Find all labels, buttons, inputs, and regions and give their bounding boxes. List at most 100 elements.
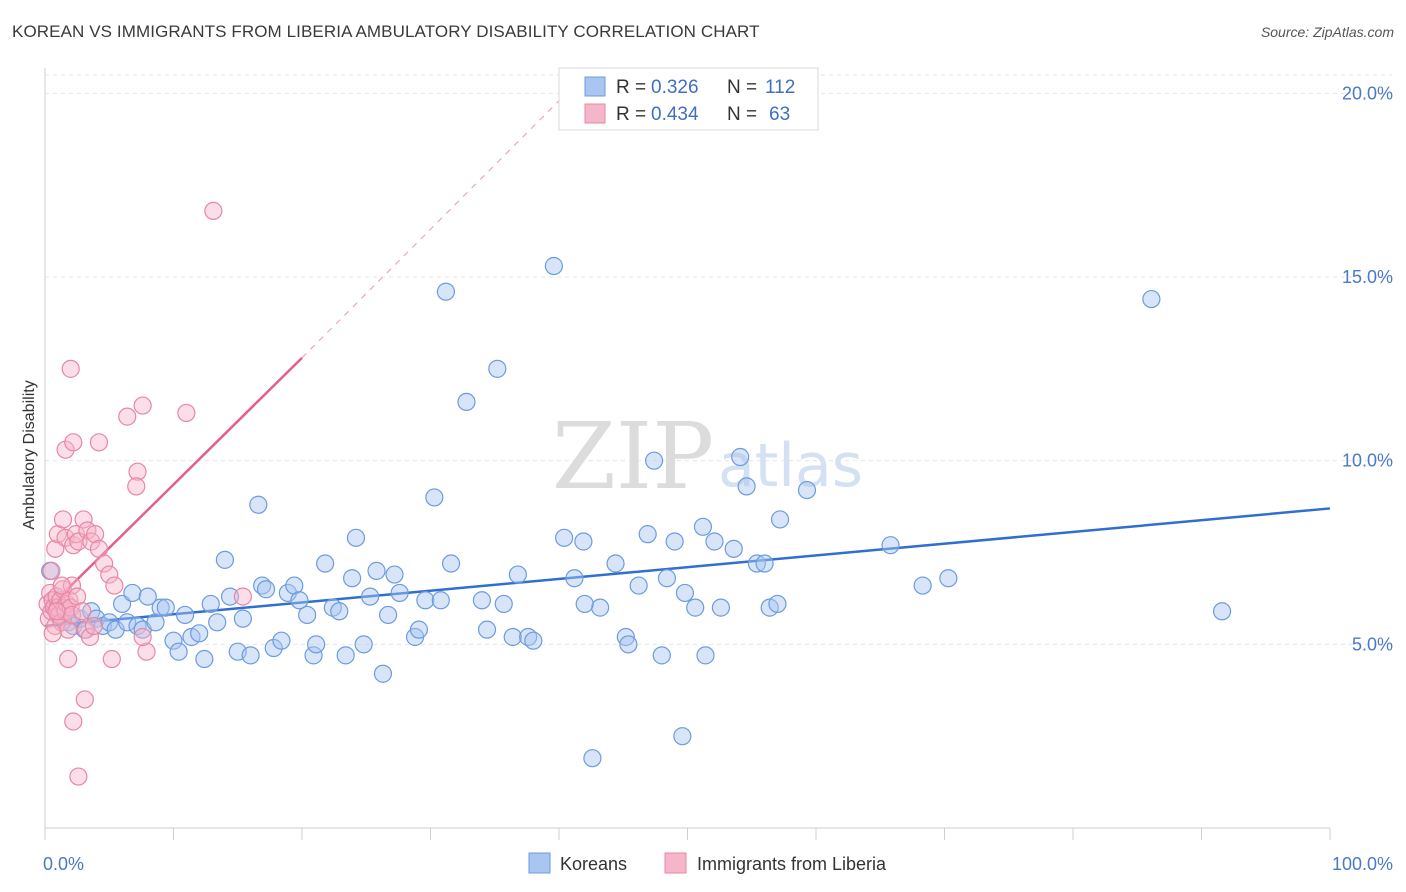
trend-line-koreans [44,507,1331,628]
data-point [616,627,635,647]
data-point [62,576,82,595]
data-point [95,554,114,573]
data-point [425,488,444,507]
data-point [488,359,507,378]
y-axis-label: Ambulatory Disability [21,380,38,529]
data-point [298,605,317,625]
data-point [575,594,594,614]
data-point [272,631,291,650]
y-tick-label: 10.0% [1342,451,1393,471]
axes [44,68,1331,840]
data-point [316,554,335,573]
data-point [156,598,175,617]
data-point [361,587,380,606]
data-point [80,627,100,647]
legend-n-label-liberia: N = [727,104,757,125]
correlation-legend: R = 0.326 N = 112 R = 0.434 N = 63 [558,67,819,131]
data-point [169,642,188,661]
legend-n-label-koreans: N = [727,77,757,98]
data-point [118,613,137,632]
data-point [138,587,157,606]
data-point [477,620,497,639]
data-point [574,532,593,551]
legend-r-value-liberia: 0.434 [651,104,699,125]
data-point [731,447,750,467]
data-point [431,591,450,610]
data-point [86,525,105,544]
data-point [290,591,309,610]
data-point [201,594,220,614]
series-legend: Koreans Immigrants from Liberia [528,852,887,874]
data-point [195,649,214,669]
data-point [52,576,71,595]
data-point [133,396,152,415]
data-point [102,649,121,669]
data-point [69,767,88,786]
data-point [494,594,513,614]
legend-r-value-koreans: 0.326 [651,77,699,98]
data-point [436,282,456,301]
series-koreans [41,256,1232,768]
data-point [164,631,183,650]
data-point [629,576,648,595]
data-point [416,591,435,610]
y-tick-label: 5.0% [1352,634,1393,654]
data-point [128,462,147,481]
data-point [241,646,260,665]
series-legend-label-koreans: Koreans [560,854,627,874]
data-point [64,433,83,452]
data-point [555,528,574,547]
data-point [307,635,326,654]
series-liberia [38,201,252,786]
data-point [508,565,527,584]
data-point [64,712,83,731]
data-point [89,433,109,452]
series-legend-label-liberia: Immigrants from Liberia [697,854,887,874]
data-point [606,554,625,573]
legend-r-label-koreans: R = [616,77,646,98]
watermark-atlas: atlas [718,431,863,501]
data-point [304,646,323,665]
trend-line-liberia-extension [301,100,560,359]
data-point [56,440,75,459]
y-tick-label: 20.0% [1342,83,1393,103]
data-point [565,569,584,588]
data-point [644,451,664,470]
data-point [220,587,240,606]
data-point [343,569,362,588]
data-point [62,605,82,625]
data-point [256,580,276,599]
legend-n-value-koreans: 112 [765,77,795,98]
legend-swatch-liberia [584,103,606,124]
series-legend-swatch-liberia [664,852,687,874]
data-point [47,602,66,621]
data-point [652,646,671,665]
data-point [705,532,724,551]
x-tick-labels: 0.0% 100.0% [43,854,1393,874]
data-point [105,576,124,595]
data-point [204,201,223,221]
data-point [503,627,522,647]
data-point [66,525,85,544]
legend-r-label-liberia: R = [616,104,646,125]
data-point [673,727,692,746]
data-point [657,569,677,588]
data-point [770,510,790,529]
data-point [457,392,476,412]
data-point [354,635,373,654]
data-point [61,598,80,617]
data-point [686,598,705,617]
grid-lines [45,74,1392,645]
watermark-zip: ZIP [552,403,714,510]
data-point [233,609,252,628]
data-point [367,561,386,580]
data-point [1142,289,1161,309]
data-point [693,517,713,536]
y-tick-labels: 5.0% 10.0% 15.0% 20.0% [1342,83,1393,654]
data-point [913,576,932,595]
data-point [43,624,62,643]
data-point [175,605,195,625]
data-point [638,525,657,544]
data-point [881,536,900,555]
data-point [73,602,92,621]
